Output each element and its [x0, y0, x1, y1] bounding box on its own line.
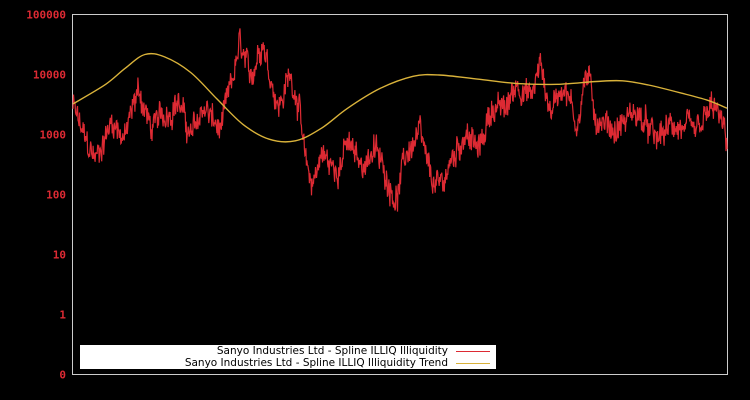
legend-label: Sanyo Industries Ltd - Spline ILLIQ Illi…: [184, 357, 448, 369]
chart-legend: Sanyo Industries Ltd - Spline ILLIQ Illi…: [80, 345, 496, 369]
illiquidity-line: [72, 28, 728, 212]
y-tick-label: 100000: [26, 8, 66, 22]
plot-frame: [72, 14, 728, 375]
legend-item-trend: Sanyo Industries Ltd - Spline ILLIQ Illi…: [185, 357, 490, 369]
legend-swatch-gold: [456, 362, 490, 364]
legend-item-illiquidity: Sanyo Industries Ltd - Spline ILLIQ Illi…: [217, 345, 490, 357]
y-tick-label: 1: [59, 308, 66, 322]
legend-label: Sanyo Industries Ltd - Spline ILLIQ Illi…: [216, 345, 448, 357]
y-tick-label: 100: [46, 188, 66, 202]
illiquidity-trend-line: [72, 52, 728, 143]
y-tick-label: 10000: [32, 68, 66, 82]
legend-swatch-red: [456, 350, 490, 352]
y-tick-label: 10: [52, 248, 66, 262]
y-tick-label: 0: [59, 368, 66, 382]
y-tick-label: 1000: [39, 128, 67, 142]
